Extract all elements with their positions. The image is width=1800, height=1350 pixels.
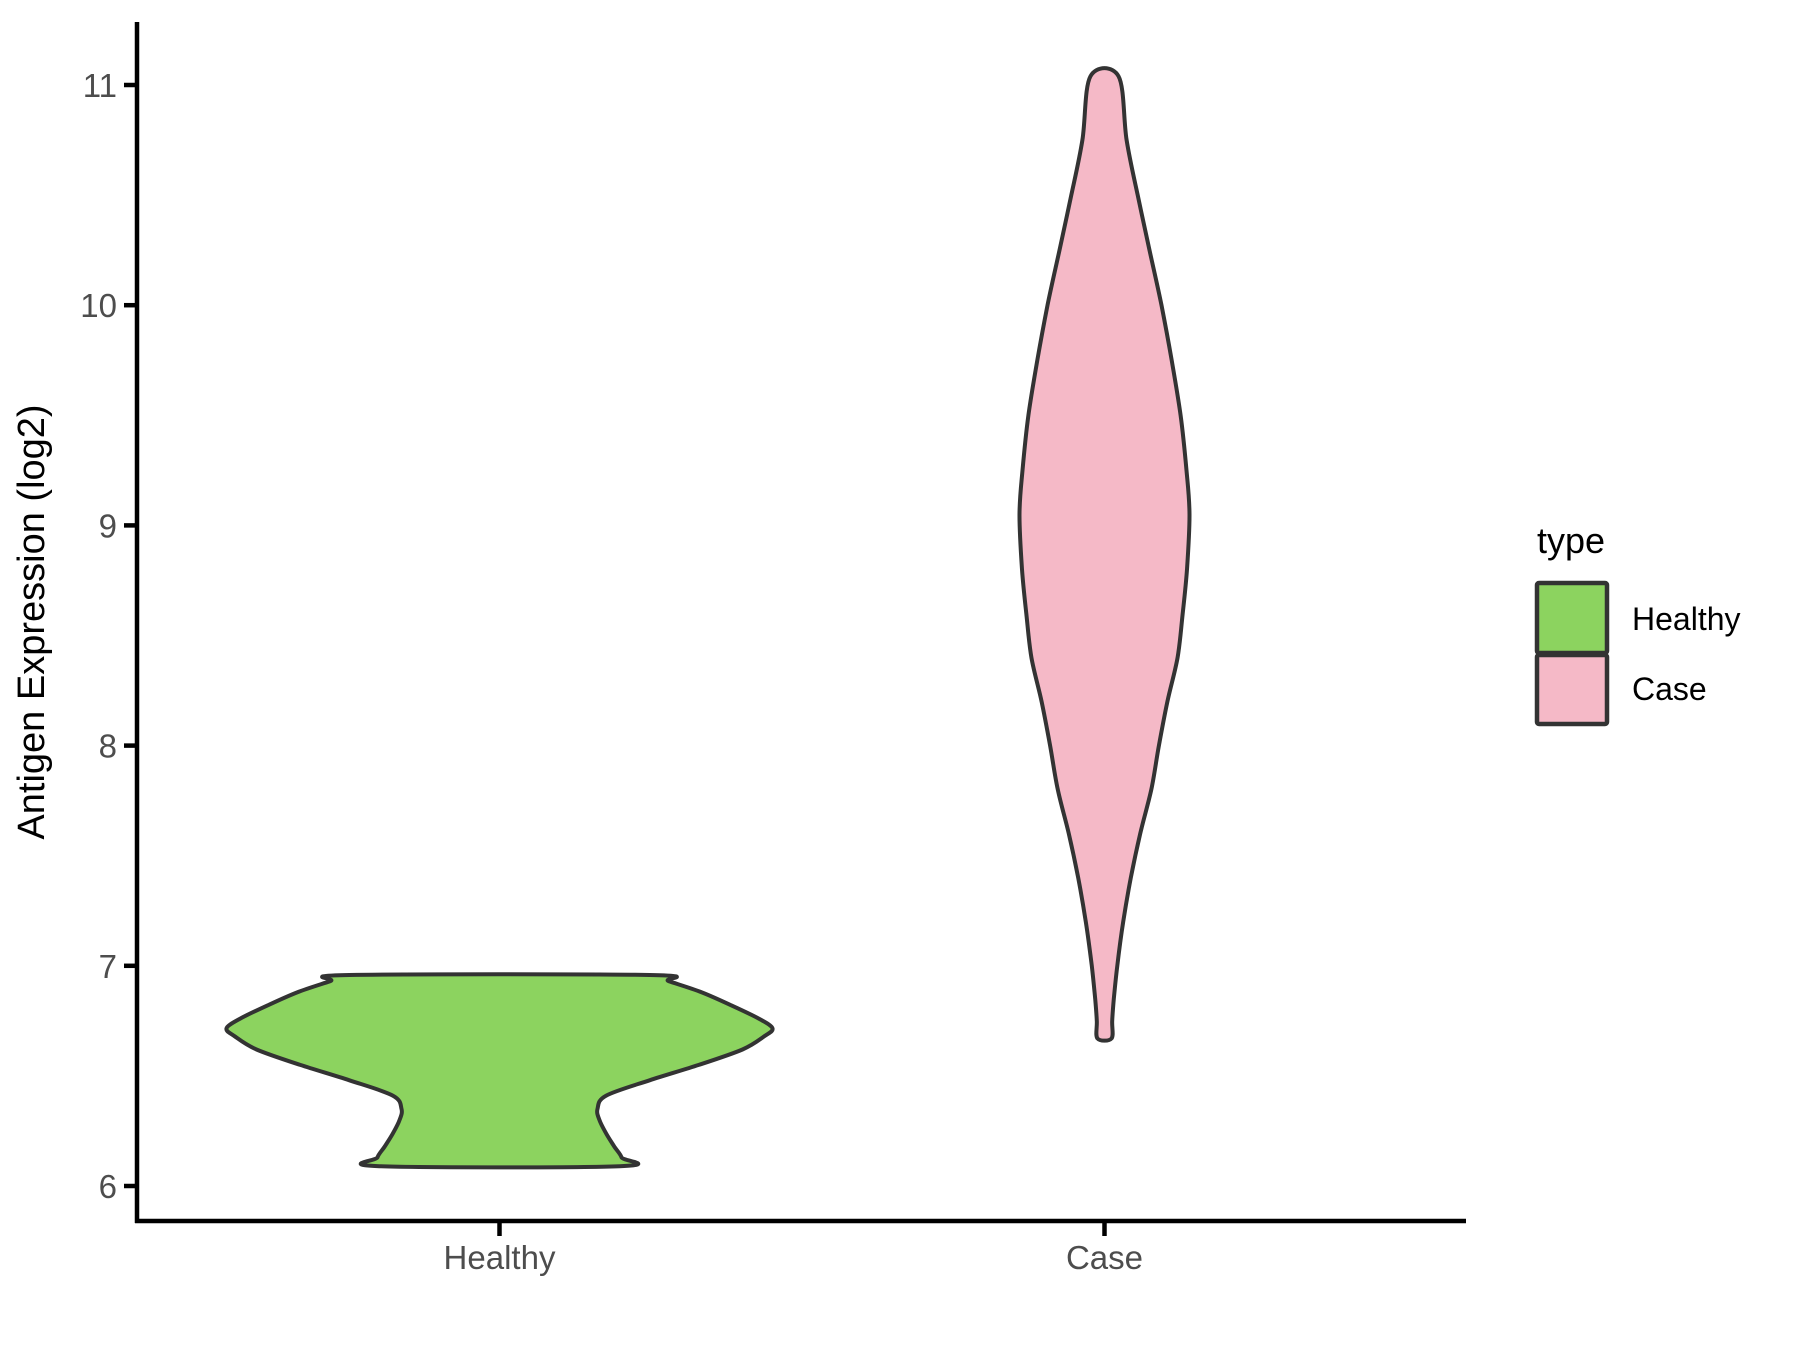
y-axis-ticks: 6 7 8 9 10 11 (80, 67, 137, 1205)
legend-key-healthy (1534, 580, 1610, 656)
legend-title: type (1537, 520, 1605, 561)
y-tick-label: 7 (99, 948, 117, 985)
legend-label-healthy: Healthy (1632, 601, 1741, 637)
y-tick-label: 8 (99, 728, 117, 765)
y-tick-label: 11 (83, 67, 117, 104)
x-axis-ticks (497, 1223, 1107, 1236)
y-tick-label: 9 (99, 507, 117, 544)
y-axis-title: Antigen Expression (log2) (11, 404, 53, 839)
violin-healthy (224, 972, 775, 1170)
legend-label-case: Case (1632, 671, 1707, 707)
legend-key-case (1534, 652, 1610, 727)
x-tick-label-healthy: Healthy (444, 1239, 556, 1276)
legend: type Healthy Case (1534, 520, 1741, 727)
x-tick-label-case: Case (1066, 1239, 1143, 1276)
violin-case (1017, 66, 1192, 1043)
y-tick-label: 10 (80, 287, 117, 324)
violin-shapes (224, 66, 1192, 1170)
y-tick-label: 6 (99, 1168, 117, 1205)
